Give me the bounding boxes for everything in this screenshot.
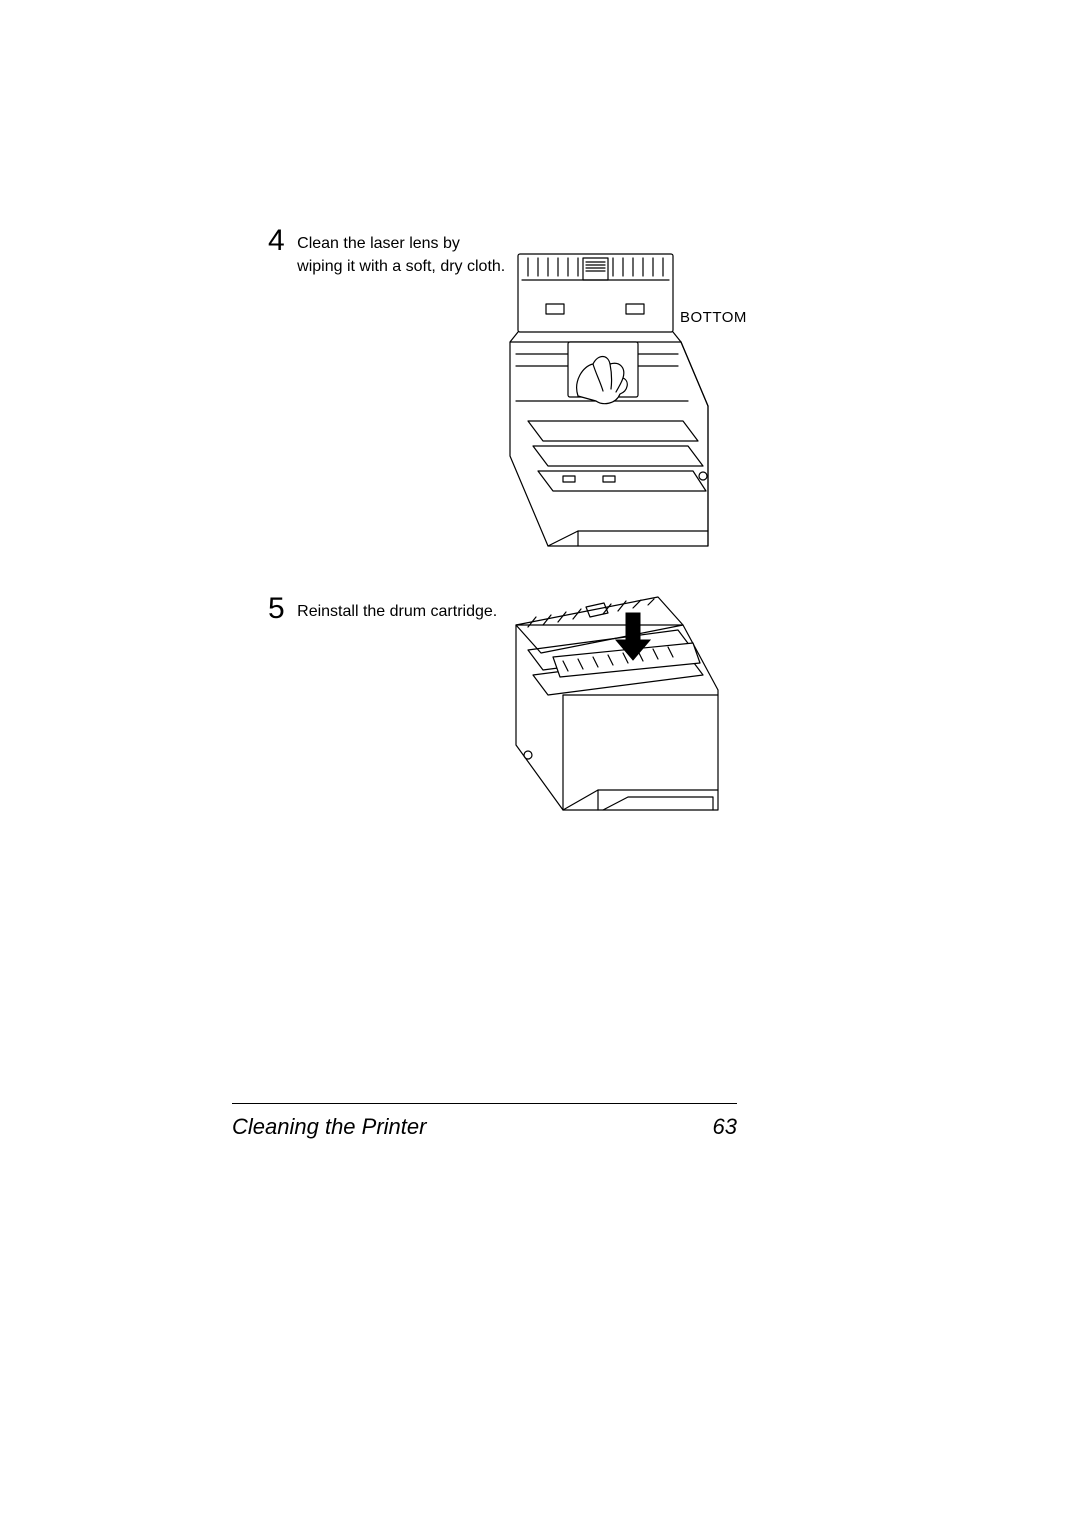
bottom-label: BOTTOM (680, 309, 747, 326)
footer-section-title: Cleaning the Printer (232, 1114, 426, 1140)
manual-page: 4 Clean the laser lens by wiping it with… (0, 0, 1080, 1528)
step-5-text: Reinstall the drum cartridge. (297, 600, 517, 623)
footer-page-number: 63 (713, 1114, 737, 1140)
illustration-wipe-lens (508, 246, 738, 566)
step-5-number: 5 (268, 594, 285, 624)
footer-rule (232, 1103, 737, 1104)
step-4-number: 4 (268, 226, 285, 256)
step-4-text: Clean the laser lens by wiping it with a… (297, 232, 507, 278)
illustration-reinstall-drum (508, 595, 738, 825)
